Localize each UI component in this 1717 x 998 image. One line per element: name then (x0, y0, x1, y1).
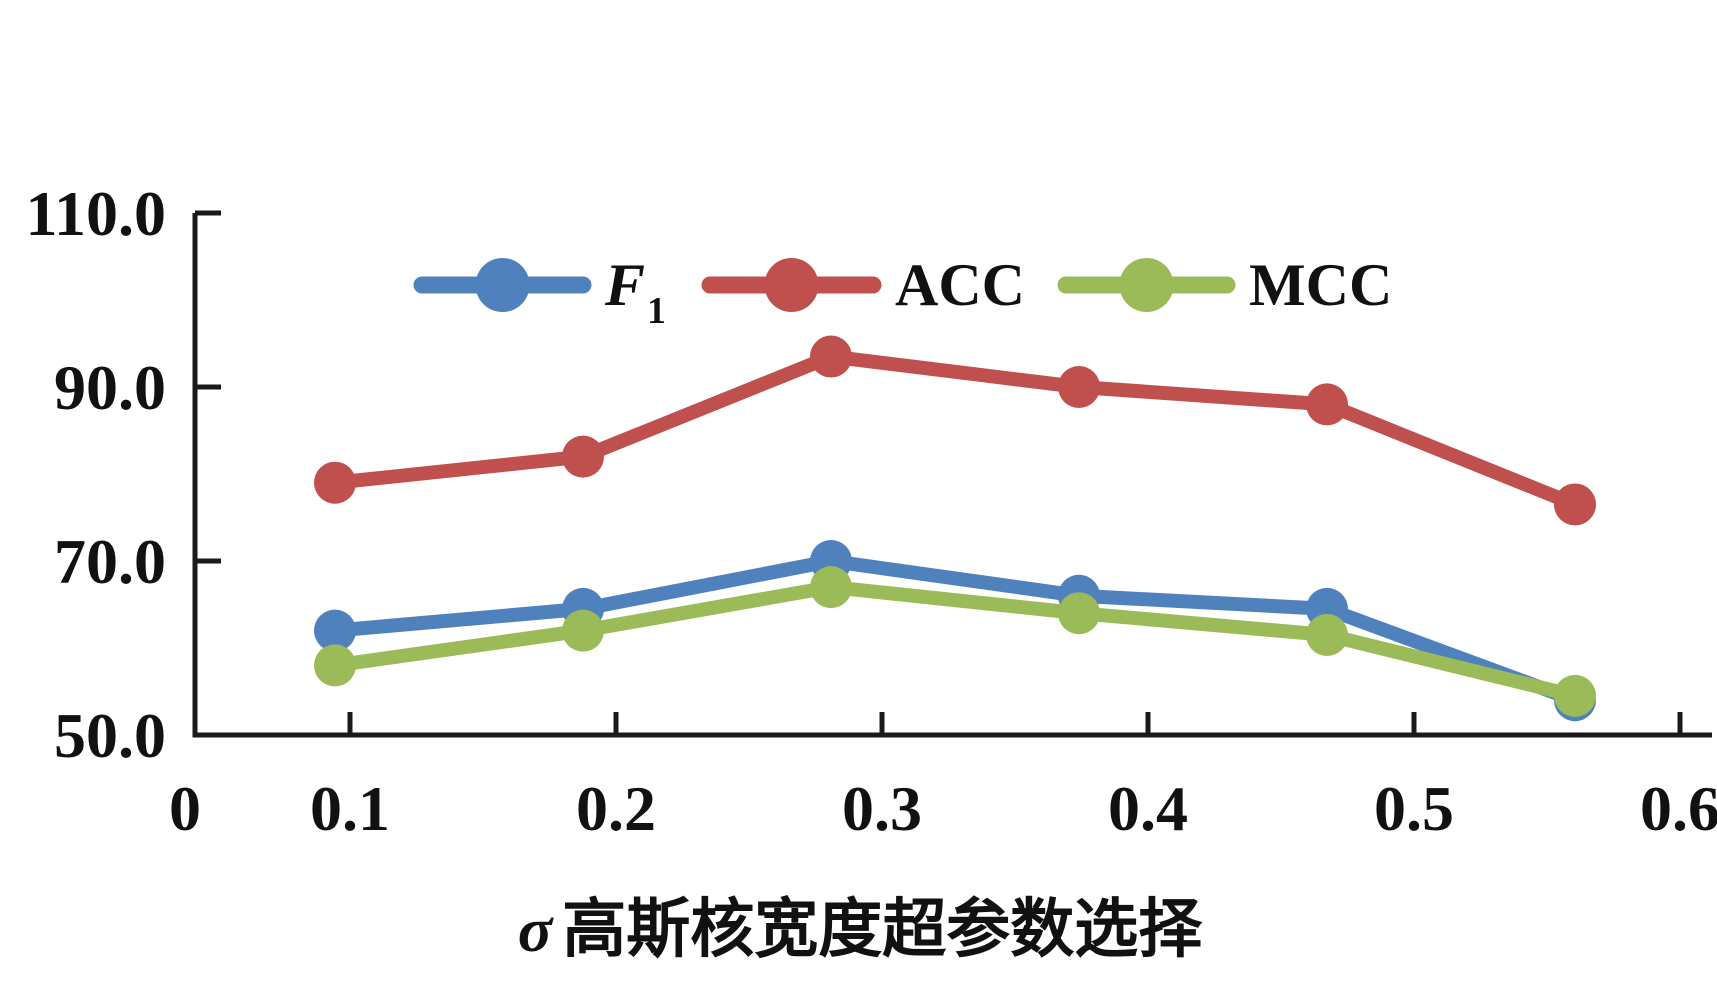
x-tick-label-0.6: 0.6 (1640, 773, 1717, 844)
y-tick-label: 110.0 (26, 178, 166, 249)
x-tick-label-0.2: 0.2 (576, 773, 656, 844)
x-tick-label-0.1: 0.1 (310, 773, 390, 844)
series-marker-MCC (1058, 592, 1100, 635)
series-marker-MCC (314, 644, 356, 687)
x-axis-title: σ 高斯核宽度超参数选择 (518, 894, 1203, 965)
series-marker-ACC (1058, 366, 1100, 408)
sigma-symbol: σ (518, 894, 554, 965)
legend-marker-ACC (764, 258, 819, 312)
series-marker-ACC (1554, 483, 1596, 526)
y-tick-label: 50.0 (54, 700, 166, 771)
series-line-F1 (328, 554, 1582, 708)
series-marker-MCC (1306, 613, 1348, 656)
x-tick-label-0.3: 0.3 (842, 773, 922, 844)
series-line-MCC (328, 580, 1582, 703)
series-marker-MCC (562, 609, 604, 652)
x-tick-label-0.4: 0.4 (1108, 773, 1188, 844)
legend-label-ACC: ACC (895, 252, 1025, 318)
legend-label-F1: F1 (604, 252, 666, 332)
legend-marker-F1 (475, 258, 530, 312)
x-tick-label-0: 0 (169, 773, 201, 844)
y-tick-label: 70.0 (54, 526, 166, 597)
series-marker-ACC (562, 435, 604, 478)
series-marker-ACC (1306, 383, 1348, 426)
series-marker-MCC (810, 566, 852, 609)
series-marker-ACC (314, 461, 356, 504)
x-tick-label-0.5: 0.5 (1374, 773, 1454, 844)
legend-label-MCC: MCC (1249, 252, 1392, 318)
series-marker-ACC (810, 335, 852, 378)
legend-marker-MCC (1119, 258, 1174, 312)
series-line-ACC (328, 349, 1582, 512)
y-tick-label: 90.0 (54, 352, 166, 423)
series-marker-F1 (314, 609, 356, 652)
series-marker-MCC (1554, 674, 1596, 717)
